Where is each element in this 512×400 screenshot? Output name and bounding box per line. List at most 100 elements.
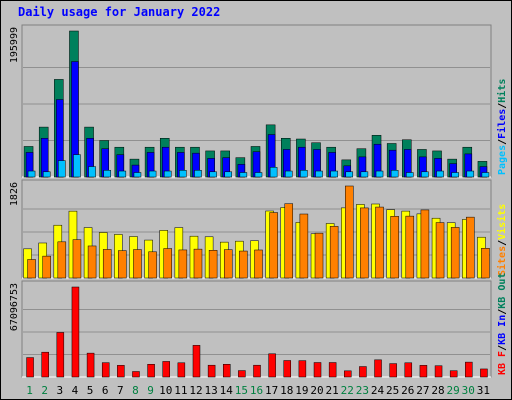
legend-entry: / <box>497 309 508 315</box>
x-tick-label-31: 31 <box>477 384 490 397</box>
bar-kbf-18 <box>283 360 292 378</box>
right-legend-visits-sites: Sites/Visits <box>496 204 508 276</box>
bar-kbf-3 <box>56 332 65 378</box>
x-tick-label-12: 12 <box>189 384 202 397</box>
bar-pages-24 <box>375 170 384 178</box>
bar-sites-21 <box>329 226 339 279</box>
bar-sites-6 <box>102 249 112 279</box>
x-tick-label-28: 28 <box>431 384 444 397</box>
bar-sites-4 <box>72 239 82 279</box>
bar-sites-13 <box>208 250 218 279</box>
x-tick-label-3: 3 <box>57 384 64 397</box>
bar-pages-7 <box>118 170 127 178</box>
bar-kbf-30 <box>465 361 473 378</box>
bar-sites-31 <box>481 248 490 279</box>
legend-entry: / <box>497 345 508 351</box>
right-legend-hits-files-pages: Pages/Files/Hits <box>496 79 508 175</box>
bar-pages-15 <box>239 172 248 178</box>
bar-kbf-28 <box>434 365 443 378</box>
bar-kbf-4 <box>71 286 80 378</box>
x-tick-label-24: 24 <box>371 384 385 397</box>
bar-pages-31 <box>481 172 490 178</box>
legend-entry: / <box>497 139 508 145</box>
x-tick-label-16: 16 <box>250 384 263 397</box>
bar-sites-20 <box>314 232 324 279</box>
bar-kbf-29 <box>449 370 458 378</box>
bar-kbf-23 <box>359 366 367 378</box>
legend-entry: / <box>497 240 508 246</box>
bar-pages-28 <box>436 170 444 178</box>
y-max-label: 1826 <box>9 182 20 206</box>
bar-sites-2 <box>42 255 51 279</box>
bar-kbf-24 <box>374 359 382 378</box>
bar-sites-15 <box>239 250 248 279</box>
bar-pages-8 <box>133 172 142 178</box>
bar-pages-29 <box>451 172 459 178</box>
bar-sites-17 <box>269 212 278 279</box>
bar-files-2 <box>40 138 49 178</box>
x-tick-label-5: 5 <box>87 384 94 397</box>
bar-sites-28 <box>435 222 445 279</box>
x-tick-label-22: 22 <box>341 384 354 397</box>
bar-sites-29 <box>450 227 460 279</box>
x-tick-label-7: 7 <box>117 384 124 397</box>
x-tick-label-1: 1 <box>26 384 33 397</box>
x-tick-label-29: 29 <box>447 384 460 397</box>
bar-pages-22 <box>345 171 354 178</box>
bar-pages-11 <box>179 170 187 178</box>
bar-pages-17 <box>269 167 278 178</box>
bar-pages-19 <box>300 170 308 178</box>
legend-entry: Pages <box>497 145 508 175</box>
x-tick-label-27: 27 <box>416 384 429 397</box>
bar-sites-24 <box>375 206 384 279</box>
bar-sites-19 <box>299 213 309 279</box>
bar-kbf-1 <box>26 357 34 378</box>
x-tick-label-11: 11 <box>174 384 187 397</box>
right-legend-kbin-kbout: KB F/KB In/KB Out <box>497 273 508 375</box>
bar-kbf-7 <box>117 365 125 378</box>
bar-kbf-11 <box>177 362 186 378</box>
bar-pages-27 <box>421 171 429 178</box>
bar-pages-6 <box>103 170 111 178</box>
bar-kbf-2 <box>41 351 49 378</box>
bar-sites-25 <box>390 216 399 279</box>
x-tick-label-10: 10 <box>159 384 172 397</box>
bar-kbf-12 <box>192 345 201 378</box>
bar-kbf-22 <box>344 370 352 378</box>
bar-pages-18 <box>285 170 293 178</box>
x-tick-label-13: 13 <box>204 384 217 397</box>
x-tick-label-26: 26 <box>401 384 414 397</box>
bar-kbf-26 <box>404 362 413 378</box>
bar-sites-9 <box>148 251 157 279</box>
x-tick-label-4: 4 <box>72 384 79 397</box>
y-max-label: 67096753 <box>9 283 20 331</box>
bar-pages-20 <box>315 170 323 178</box>
bar-sites-11 <box>178 249 188 279</box>
x-tick-label-9: 9 <box>147 384 154 397</box>
bar-sites-18 <box>284 203 294 279</box>
bar-kbf-5 <box>86 352 95 378</box>
legend-entry: KB In <box>497 315 508 345</box>
bar-pages-1 <box>27 170 36 178</box>
bar-sites-10 <box>163 248 172 279</box>
bar-pages-12 <box>194 170 202 178</box>
x-tick-label-8: 8 <box>132 384 139 397</box>
x-tick-label-21: 21 <box>326 384 339 397</box>
bar-sites-30 <box>466 216 475 279</box>
bar-sites-23 <box>360 207 369 279</box>
bar-pages-14 <box>224 171 232 178</box>
bar-pages-13 <box>209 171 217 178</box>
x-tick-label-6: 6 <box>102 384 109 397</box>
bar-sites-16 <box>254 249 263 279</box>
bar-pages-3 <box>58 160 66 178</box>
x-tick-label-2: 2 <box>41 384 48 397</box>
bar-pages-16 <box>254 172 263 178</box>
chart-title: Daily usage for January 2022 <box>18 5 221 19</box>
x-tick-label-19: 19 <box>295 384 308 397</box>
y-max-label: 195999 <box>9 27 20 63</box>
bar-sites-5 <box>87 245 97 279</box>
bar-pages-10 <box>163 170 172 178</box>
bar-pages-30 <box>466 170 475 178</box>
bar-pages-26 <box>406 172 414 178</box>
legend-entry: Visits <box>496 204 508 240</box>
